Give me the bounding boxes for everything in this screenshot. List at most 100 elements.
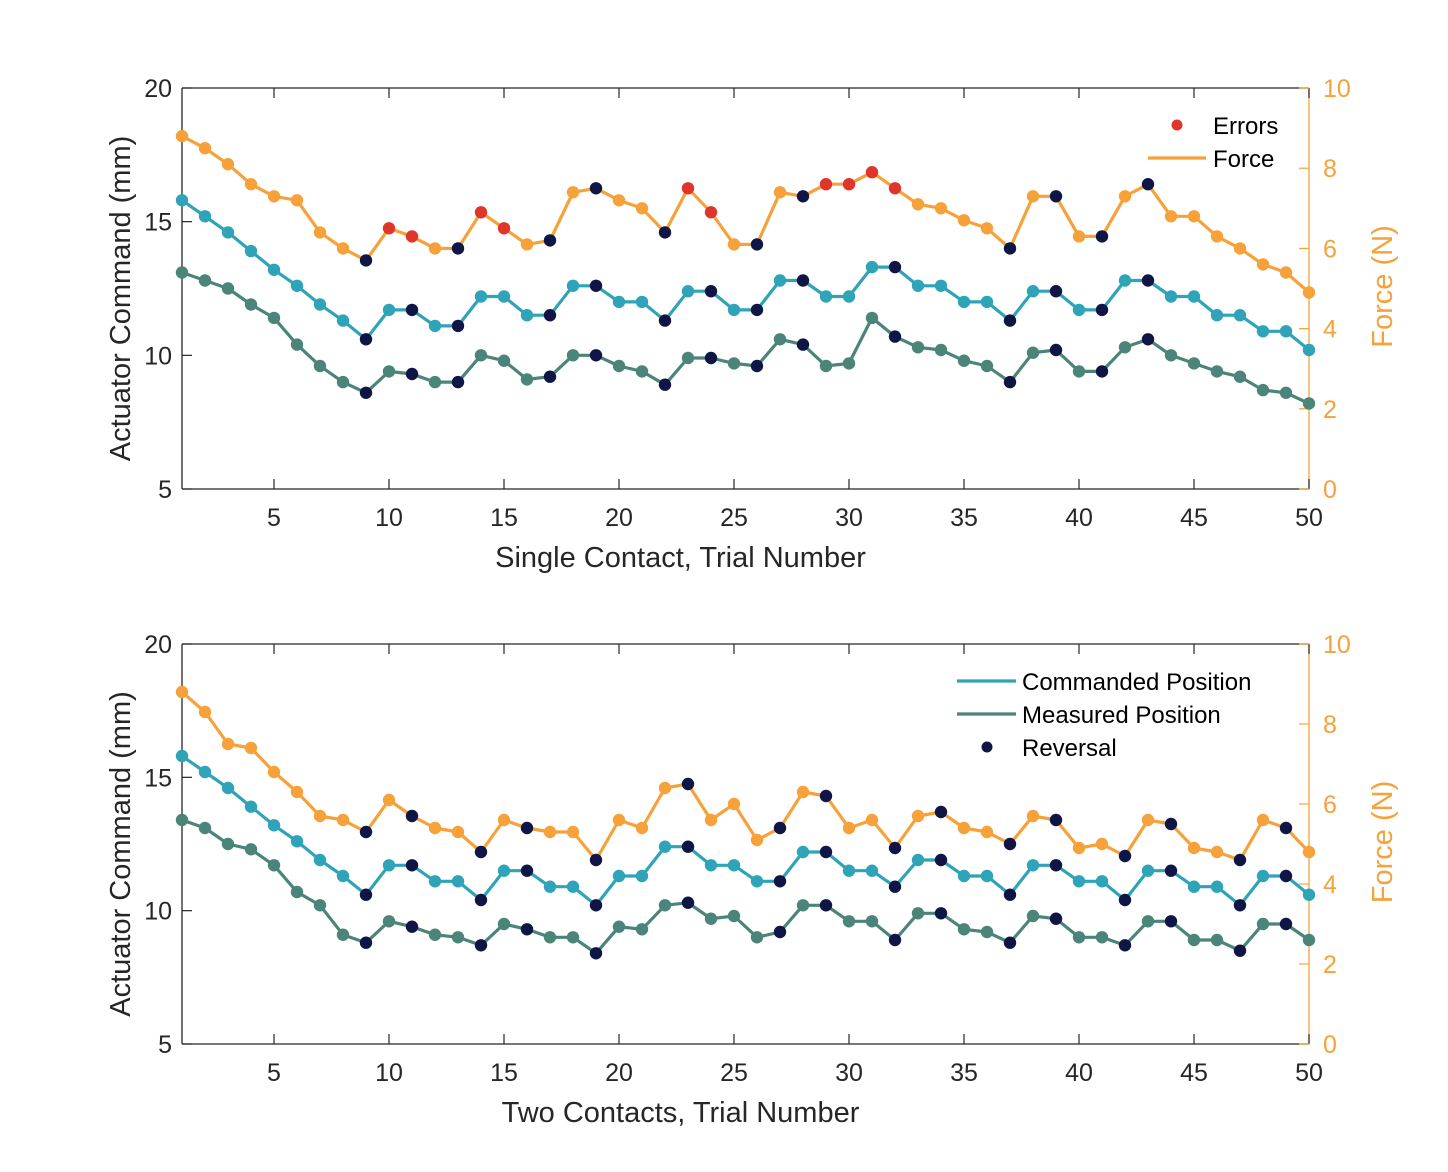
point-commanded xyxy=(1187,290,1201,303)
point-force xyxy=(267,765,281,779)
x-tick-label: 45 xyxy=(1180,1059,1208,1087)
point-commanded xyxy=(1164,864,1178,877)
point-force xyxy=(704,206,718,219)
point-commanded xyxy=(290,279,304,292)
point-force xyxy=(589,182,603,195)
point-force xyxy=(1302,845,1316,859)
point-force xyxy=(612,194,626,207)
x-tick-label: 10 xyxy=(375,504,403,532)
point-force xyxy=(888,182,902,195)
point-force xyxy=(681,182,695,195)
point-measured xyxy=(520,373,534,386)
point-commanded xyxy=(635,295,649,309)
point-measured xyxy=(497,917,511,931)
y-axis-label-left: Actuator Command (mm) xyxy=(105,136,137,462)
point-force xyxy=(589,853,603,867)
point-commanded xyxy=(497,290,511,303)
x-tick-label: 25 xyxy=(720,1059,748,1087)
point-commanded xyxy=(520,864,534,877)
point-force xyxy=(842,821,856,835)
point-measured xyxy=(405,920,419,933)
point-measured xyxy=(773,333,787,346)
point-force xyxy=(612,813,626,827)
point-commanded xyxy=(773,274,787,287)
point-measured xyxy=(336,928,350,941)
point-measured xyxy=(1187,357,1201,370)
series-line-force xyxy=(181,134,1311,294)
legend-label-reversal: Reversal xyxy=(1022,735,1117,762)
x-tick-label: 20 xyxy=(605,504,633,532)
point-commanded xyxy=(865,864,879,877)
chart-1: 5 10 15 20 25 30 35 40 45 50 5 10 15 20 0 2 4 6 8 10 Single … xyxy=(105,75,1399,574)
point-commanded xyxy=(911,853,925,867)
y-tick-label-left: 20 xyxy=(144,75,172,103)
point-commanded xyxy=(313,853,327,867)
point-force xyxy=(1141,178,1155,191)
y-axis-label-left: Actuator Command (mm) xyxy=(105,691,137,1017)
point-force xyxy=(1279,266,1293,279)
point-force xyxy=(727,797,741,811)
point-force xyxy=(727,238,741,251)
point-force xyxy=(359,254,373,267)
point-force xyxy=(957,821,971,835)
point-measured xyxy=(1279,386,1293,399)
point-commanded xyxy=(1072,303,1086,317)
point-commanded xyxy=(451,319,465,333)
point-commanded xyxy=(359,333,373,346)
point-commanded xyxy=(405,859,419,872)
point-force xyxy=(497,813,511,827)
point-commanded xyxy=(359,888,373,901)
point-measured xyxy=(934,343,948,357)
point-measured xyxy=(911,907,925,920)
y-tick-label-left: 20 xyxy=(144,631,172,659)
point-force xyxy=(1072,230,1086,243)
point-measured xyxy=(612,920,626,933)
point-measured xyxy=(1164,349,1178,362)
point-commanded xyxy=(428,875,442,888)
y-tick-label-left: 5 xyxy=(158,476,172,504)
point-commanded xyxy=(1210,309,1224,322)
point-force xyxy=(980,222,994,235)
point-measured xyxy=(1118,939,1132,952)
point-force xyxy=(474,845,488,859)
point-commanded xyxy=(1279,325,1293,338)
x-tick-label: 25 xyxy=(720,504,748,532)
y-axis-label-right: Force (N) xyxy=(1367,781,1399,903)
point-force xyxy=(336,813,350,827)
point-commanded xyxy=(911,279,925,292)
point-force xyxy=(198,705,212,719)
point-measured xyxy=(474,349,488,362)
point-commanded xyxy=(612,295,626,309)
point-force xyxy=(543,234,557,247)
point-commanded xyxy=(1003,888,1017,901)
point-measured xyxy=(589,349,603,362)
point-force xyxy=(382,222,396,235)
point-commanded xyxy=(888,260,902,274)
point-force xyxy=(957,214,971,227)
legend-label-commanded: Commanded Position xyxy=(1022,669,1251,696)
y-tick-label-left: 15 xyxy=(144,209,172,237)
point-commanded xyxy=(566,880,580,893)
point-commanded xyxy=(888,880,902,893)
point-measured xyxy=(543,370,557,383)
point-commanded xyxy=(934,279,948,292)
point-force xyxy=(428,242,442,255)
x-tick-label: 40 xyxy=(1065,1059,1093,1087)
point-force xyxy=(1210,230,1224,243)
point-commanded xyxy=(267,819,281,832)
point-force xyxy=(1187,210,1201,223)
point-measured xyxy=(1118,341,1132,354)
point-measured xyxy=(1026,346,1040,359)
point-commanded xyxy=(934,853,948,867)
point-measured xyxy=(1256,383,1270,397)
point-force xyxy=(382,793,396,807)
point-commanded xyxy=(658,840,672,853)
point-measured xyxy=(1141,333,1155,346)
point-measured xyxy=(313,899,327,912)
point-force xyxy=(428,821,442,835)
point-measured xyxy=(1302,933,1316,947)
x-tick-label: 5 xyxy=(267,1059,281,1087)
point-measured xyxy=(497,354,511,367)
x-tick-label: 30 xyxy=(835,504,863,532)
point-commanded xyxy=(198,210,212,223)
